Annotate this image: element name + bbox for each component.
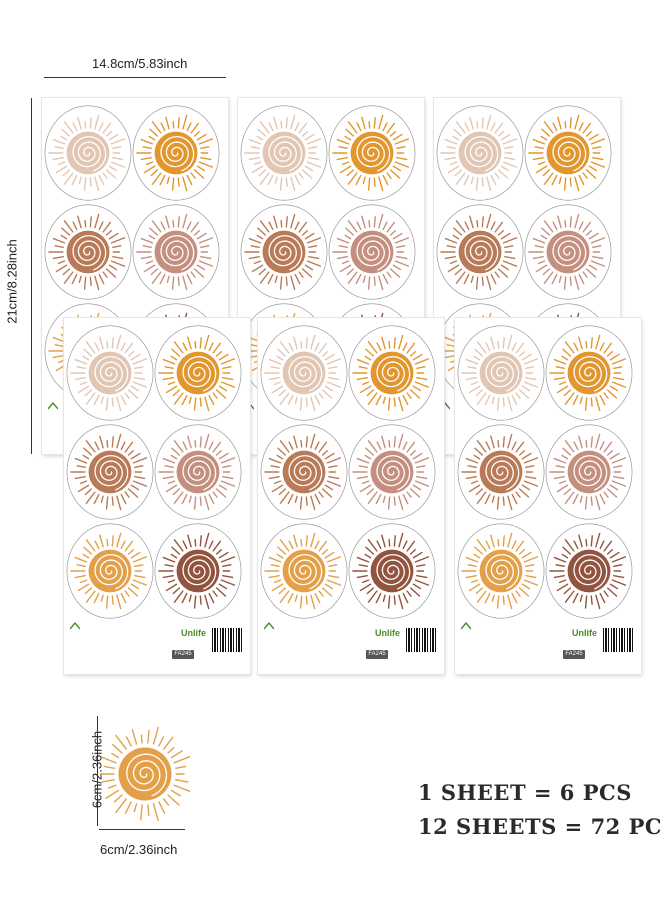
sun-sticker [154,424,242,520]
product-code-badge: FA245 [366,650,388,659]
sheet-height-line [31,98,32,454]
single-sun-sticker [95,722,191,822]
summary-line-1: 1 SHEET = 6 PCS [418,780,632,805]
sun-sticker [66,523,154,619]
sun-sticker [348,424,436,520]
sticker-sheet: Unlife FA245 [455,318,641,674]
sun-sticker [154,523,242,619]
brand-logo-icon [70,622,80,630]
sun-sticker [154,325,242,421]
sun-sticker [260,424,348,520]
sun-sticker [545,325,633,421]
brand-logo-icon [264,622,274,630]
barcode [406,628,438,652]
sheet-stickers [457,325,633,619]
summary-line-2: 12 SHEETS = 72 PCS [418,814,660,839]
sheet-instructions-text [70,628,162,662]
sheet-footer: Unlife FA245 [70,622,244,668]
sheet-stickers [260,325,436,619]
sun-sticker [66,325,154,421]
sticker-width-label: 6cm/2.36inch [100,842,178,857]
sticker-sheet: Unlife FA245 [258,318,444,674]
barcode [603,628,635,652]
sun-sticker [524,204,612,300]
sun-sticker [44,204,132,300]
barcode [212,628,244,652]
sun-sticker [545,424,633,520]
sheet-height-label: 21cm/8.28inch [4,239,20,324]
sun-sticker [132,105,220,201]
product-code-badge: FA245 [172,650,194,659]
product-code-badge: FA245 [563,650,585,659]
brand-logo-icon [461,622,471,630]
sun-sticker [66,424,154,520]
sun-sticker [457,523,545,619]
sun-sticker [348,523,436,619]
sun-sticker [260,325,348,421]
sun-sticker [328,204,416,300]
sticker-width-line [99,829,185,830]
sun-sticker [436,204,524,300]
brand-name: Unlife [571,628,597,638]
sheet-footer: Unlife FA245 [264,622,438,668]
sheet-instructions-text [461,628,553,662]
sun-sticker [44,105,132,201]
sun-sticker [132,204,220,300]
sun-sticker [260,523,348,619]
single-sun-graphic [95,726,191,822]
brand-logo-icon [48,402,58,410]
sun-sticker [457,325,545,421]
sheet-width-line [44,77,226,78]
sun-sticker [95,726,191,822]
sheet-width-label: 14.8cm/5.83inch [92,56,188,71]
sheet-stickers [66,325,242,619]
sun-sticker [524,105,612,201]
sun-sticker [348,325,436,421]
sun-sticker [240,204,328,300]
sun-sticker [328,105,416,201]
brand-name: Unlife [180,628,206,638]
sticker-sheet: Unlife FA245 [64,318,250,674]
sticker-height-line [97,716,98,826]
brand-name: Unlife [374,628,400,638]
sun-sticker [240,105,328,201]
sheet-footer: Unlife FA245 [461,622,635,668]
sheet-instructions-text [264,628,356,662]
sun-sticker [436,105,524,201]
sun-sticker [457,424,545,520]
sun-sticker [545,523,633,619]
